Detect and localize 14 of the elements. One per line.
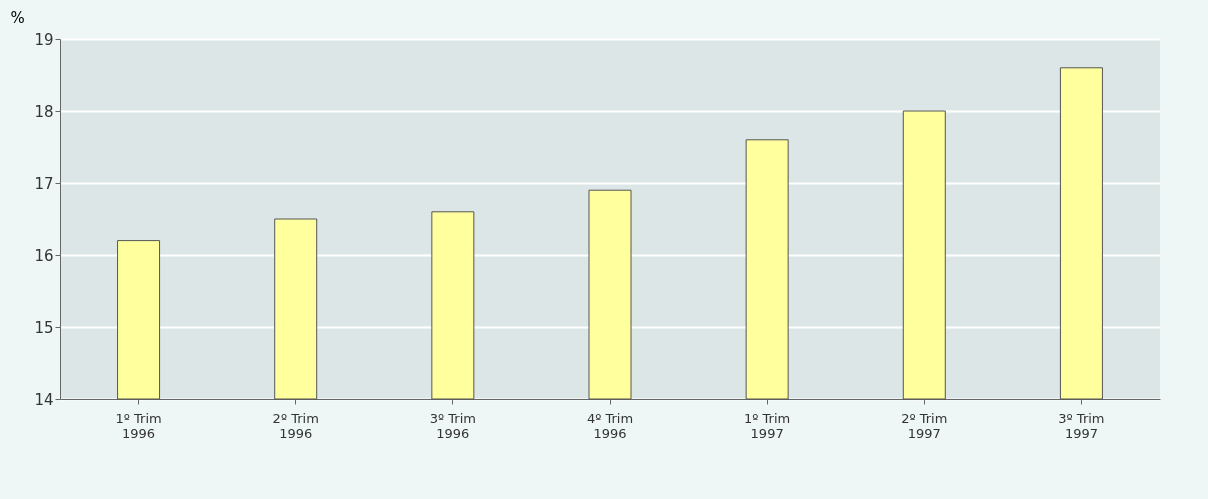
x-tick-label: 1º Trim 1996 (115, 410, 162, 441)
y-tick-label: 18 (34, 102, 54, 121)
y-tick-label: 15 (34, 318, 54, 337)
x-tick-label: 4º Trim 1996 (586, 410, 634, 441)
y-tick-label: 17 (34, 174, 54, 193)
y-tick-label: 19 (34, 30, 54, 49)
y-tick-label: 14 (34, 390, 54, 409)
x-tick-label: 3º Trim 1997 (1058, 410, 1105, 441)
y-axis-title: % (10, 8, 25, 27)
x-tick-label: 1º Trim 1997 (744, 410, 791, 441)
x-tick-label: 2º Trim 1996 (272, 410, 319, 441)
x-tick-label: 2º Trim 1997 (901, 410, 948, 441)
x-tick-label: 3º Trim 1996 (429, 410, 476, 441)
y-tick-label: 16 (34, 246, 54, 265)
